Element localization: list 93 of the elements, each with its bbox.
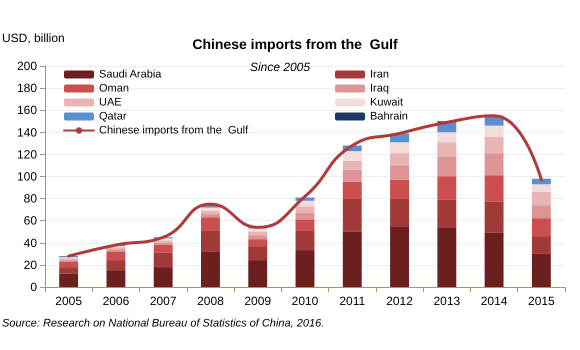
legend-label: Oman bbox=[99, 82, 129, 94]
y-tick-label: 200 bbox=[16, 59, 38, 73]
y-tick-label: 180 bbox=[16, 81, 38, 96]
x-tick-label: 2008 bbox=[197, 294, 224, 308]
bar bbox=[532, 254, 551, 287]
bar bbox=[342, 198, 362, 232]
bar bbox=[296, 250, 314, 287]
x-tick-label: 2007 bbox=[150, 294, 177, 308]
legend-label: UAE bbox=[99, 96, 122, 108]
bar bbox=[437, 132, 456, 142]
y-tick-label: 140 bbox=[16, 125, 38, 140]
bar bbox=[296, 230, 314, 251]
bar bbox=[484, 232, 504, 287]
bar bbox=[201, 214, 220, 218]
bar bbox=[532, 218, 551, 236]
bar bbox=[154, 245, 173, 253]
bar bbox=[532, 205, 551, 218]
bar bbox=[532, 184, 551, 192]
source-note: Source: Research on National Bureau of Statistics of China, 2016. bbox=[2, 318, 324, 330]
x-tick-label: 2015 bbox=[528, 294, 556, 308]
x-tick-label: 2009 bbox=[244, 294, 272, 308]
x-tick-label: 2010 bbox=[292, 294, 319, 308]
y-tick-label: 40 bbox=[24, 236, 38, 250]
x-tick-label: 2005 bbox=[55, 294, 82, 308]
bar bbox=[154, 267, 173, 287]
bar bbox=[390, 226, 409, 287]
bar bbox=[106, 252, 126, 260]
x-tick-label: 2006 bbox=[102, 294, 130, 308]
bar bbox=[296, 220, 314, 231]
bar bbox=[437, 227, 456, 287]
bar bbox=[390, 165, 409, 180]
x-tick-label: 2014 bbox=[480, 294, 508, 308]
bar bbox=[390, 180, 409, 199]
legend-label: Saudi Arabia bbox=[99, 68, 162, 80]
bar bbox=[248, 239, 268, 246]
legend-label: Iran bbox=[370, 68, 389, 80]
bar bbox=[390, 153, 409, 166]
bar bbox=[532, 192, 551, 206]
bar bbox=[484, 153, 504, 176]
bar bbox=[342, 170, 362, 182]
bar bbox=[437, 200, 456, 228]
bar bbox=[201, 217, 220, 231]
bar bbox=[201, 230, 220, 252]
y-tick-label: 160 bbox=[16, 103, 38, 118]
y-axis-title: USD, billion bbox=[2, 31, 65, 45]
legend-label: Qatar bbox=[99, 110, 127, 122]
bar bbox=[106, 249, 126, 252]
bar bbox=[390, 198, 409, 226]
bar bbox=[342, 182, 362, 199]
legend-label: Kuwait bbox=[370, 96, 404, 108]
y-tick-label: 0 bbox=[30, 280, 38, 294]
y-tick-label: 100 bbox=[16, 170, 38, 184]
bar bbox=[248, 260, 268, 287]
bar bbox=[248, 228, 268, 232]
bar bbox=[437, 142, 456, 157]
bar bbox=[296, 206, 314, 213]
bar bbox=[106, 270, 126, 287]
bar bbox=[106, 260, 126, 270]
bar bbox=[532, 236, 551, 254]
bar bbox=[484, 202, 504, 233]
y-tick-label: 80 bbox=[24, 192, 38, 206]
bar bbox=[201, 207, 220, 211]
bar bbox=[154, 242, 173, 246]
bar bbox=[437, 156, 456, 176]
bar bbox=[342, 161, 362, 170]
legend-label: Iraq bbox=[370, 82, 389, 94]
bar bbox=[484, 126, 504, 137]
x-tick-label: 2012 bbox=[386, 294, 414, 308]
x-tick-label: 2013 bbox=[433, 294, 460, 308]
bar bbox=[59, 274, 78, 287]
bar bbox=[59, 267, 78, 274]
bar bbox=[59, 262, 78, 268]
x-tick-label: 2011 bbox=[339, 294, 366, 308]
legend-label: Bahrain bbox=[370, 110, 408, 122]
bar bbox=[201, 252, 220, 287]
bar bbox=[248, 246, 268, 260]
chart-subtitle: Since 2005 bbox=[250, 60, 310, 74]
bar bbox=[484, 175, 504, 202]
y-tick-label: 120 bbox=[16, 147, 38, 162]
bar bbox=[437, 176, 456, 200]
bar bbox=[532, 178, 551, 184]
bar bbox=[154, 252, 173, 268]
y-tick-label: 20 bbox=[24, 258, 38, 272]
legend-label: Chinese imports from the Gulf bbox=[99, 124, 250, 136]
chart-title: Chinese imports from the Gulf bbox=[192, 36, 398, 52]
bar bbox=[342, 232, 362, 287]
bar bbox=[248, 235, 268, 240]
bar bbox=[296, 212, 314, 220]
y-tick-label: 60 bbox=[24, 214, 38, 228]
bar bbox=[201, 210, 220, 214]
bar bbox=[484, 136, 504, 154]
bar bbox=[390, 142, 409, 154]
bar bbox=[342, 151, 362, 162]
